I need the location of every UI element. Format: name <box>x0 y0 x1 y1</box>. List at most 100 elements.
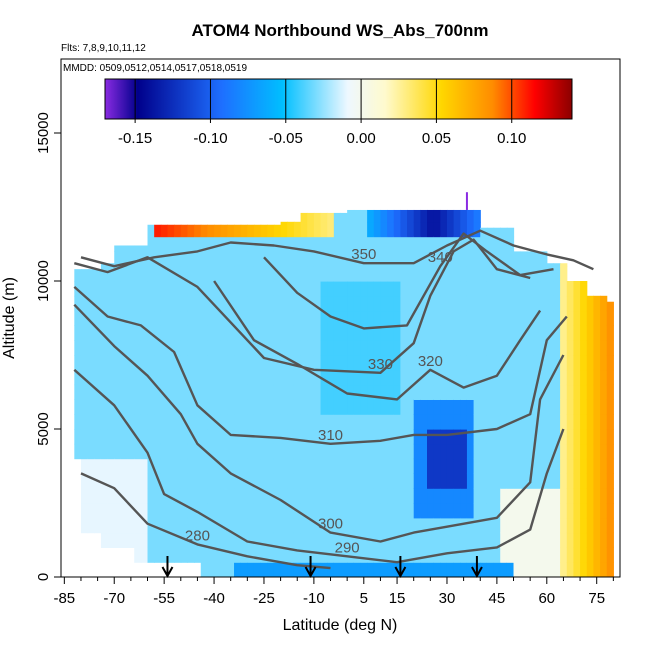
heatmap-cell <box>160 266 169 282</box>
heatmap-cell <box>480 517 488 534</box>
heatmap-cell <box>313 414 322 430</box>
heatmap-cell <box>127 340 135 356</box>
heatmap-cell <box>154 224 162 238</box>
heatmap-cell <box>420 458 428 474</box>
heatmap-cell <box>480 295 488 312</box>
heatmap-cell <box>127 310 135 326</box>
heatmap-cell <box>493 384 501 400</box>
heatmap-cell <box>114 532 122 548</box>
heatmap-cell <box>267 532 275 548</box>
heatmap-cell <box>367 251 375 267</box>
heatmap-cell <box>440 547 448 563</box>
heatmap-cell <box>526 399 535 415</box>
heatmap-cell <box>287 355 295 371</box>
heatmap-cell <box>486 227 495 238</box>
heatmap-cell <box>253 503 262 519</box>
heatmap-cell <box>373 369 382 386</box>
heatmap-cell <box>87 369 95 386</box>
heatmap-cell <box>320 384 328 400</box>
heatmap-cell <box>300 517 308 534</box>
heatmap-cell <box>80 295 89 312</box>
heatmap-cell <box>253 325 262 341</box>
heatmap-cell <box>340 281 348 297</box>
heatmap-cell <box>473 458 481 474</box>
heatmap-cell <box>433 399 441 415</box>
heatmap-cell <box>240 355 248 371</box>
heatmap-cell <box>333 369 342 386</box>
heatmap-cell <box>253 355 262 371</box>
heatmap-cell <box>360 355 368 371</box>
heatmap-cell <box>280 562 288 577</box>
heatmap-cell <box>453 532 461 548</box>
heatmap-cell <box>327 384 335 400</box>
heatmap-cell <box>340 369 348 386</box>
heatmap-cell <box>140 245 149 252</box>
heatmap-cell <box>420 281 428 297</box>
heatmap-cell <box>114 517 122 534</box>
heatmap-cell <box>187 340 195 356</box>
heatmap-cell <box>480 310 488 326</box>
heatmap-cell <box>533 266 541 282</box>
heatmap-cell <box>540 414 548 430</box>
heatmap-cell <box>460 221 468 238</box>
heatmap-cell <box>420 517 428 534</box>
heatmap-cell <box>327 266 335 282</box>
heatmap-cell <box>480 488 488 504</box>
heatmap-cell <box>573 488 581 504</box>
heatmap-cell <box>500 488 508 504</box>
heatmap-cell <box>194 443 202 460</box>
heatmap-cell <box>100 295 109 312</box>
heatmap-cell <box>107 369 115 386</box>
heatmap-cell <box>154 399 162 415</box>
down-arrow-icon <box>161 556 174 579</box>
heatmap-cell <box>360 458 368 474</box>
heatmap-cell <box>154 355 162 371</box>
heatmap-cell <box>407 458 415 474</box>
heatmap-cell <box>540 517 548 534</box>
heatmap-cell <box>180 458 189 474</box>
heatmap-cell <box>174 384 182 400</box>
heatmap-cell <box>446 221 455 238</box>
heatmap-cell <box>540 295 548 312</box>
heatmap-cell <box>227 503 235 519</box>
heatmap-cell <box>147 266 155 282</box>
heatmap-cell <box>260 325 268 341</box>
heatmap-cell <box>573 414 581 430</box>
heatmap-cell <box>453 443 461 460</box>
heatmap-cell <box>466 221 475 238</box>
heatmap-cell <box>240 562 248 577</box>
heatmap-cell <box>134 503 142 519</box>
heatmap-cell <box>560 547 568 563</box>
heatmap-cell <box>413 488 421 504</box>
heatmap-cell <box>240 340 248 356</box>
heatmap-cell <box>367 310 375 326</box>
heatmap-cell <box>427 399 435 415</box>
heatmap-cell <box>560 295 568 312</box>
heatmap-cell <box>267 325 275 341</box>
heatmap-cell <box>427 281 435 297</box>
heatmap-cell <box>100 532 109 548</box>
heatmap-cell <box>87 281 95 297</box>
heatmap-cell <box>566 384 575 400</box>
heatmap-cell <box>214 517 222 534</box>
heatmap-cell <box>540 547 548 563</box>
heatmap-cell <box>373 458 382 474</box>
heatmap-cell <box>560 384 568 400</box>
heatmap-cell <box>566 369 575 386</box>
heatmap-cell <box>340 473 348 489</box>
heatmap-cell <box>187 429 195 445</box>
heatmap-cell <box>520 295 528 312</box>
heatmap-cell <box>466 399 475 415</box>
heatmap-cell <box>154 384 162 400</box>
heatmap-cell <box>400 443 408 460</box>
heatmap-cell <box>253 443 262 460</box>
heatmap-cell <box>513 532 521 548</box>
heatmap-cell <box>493 399 501 415</box>
heatmap-cell <box>80 281 89 297</box>
heatmap-cell <box>293 310 302 326</box>
heatmap-cell <box>493 340 501 356</box>
heatmap-cell <box>307 251 315 267</box>
heatmap-cell <box>486 517 495 534</box>
heatmap-cell <box>187 325 195 341</box>
heatmap-cell <box>413 295 421 312</box>
